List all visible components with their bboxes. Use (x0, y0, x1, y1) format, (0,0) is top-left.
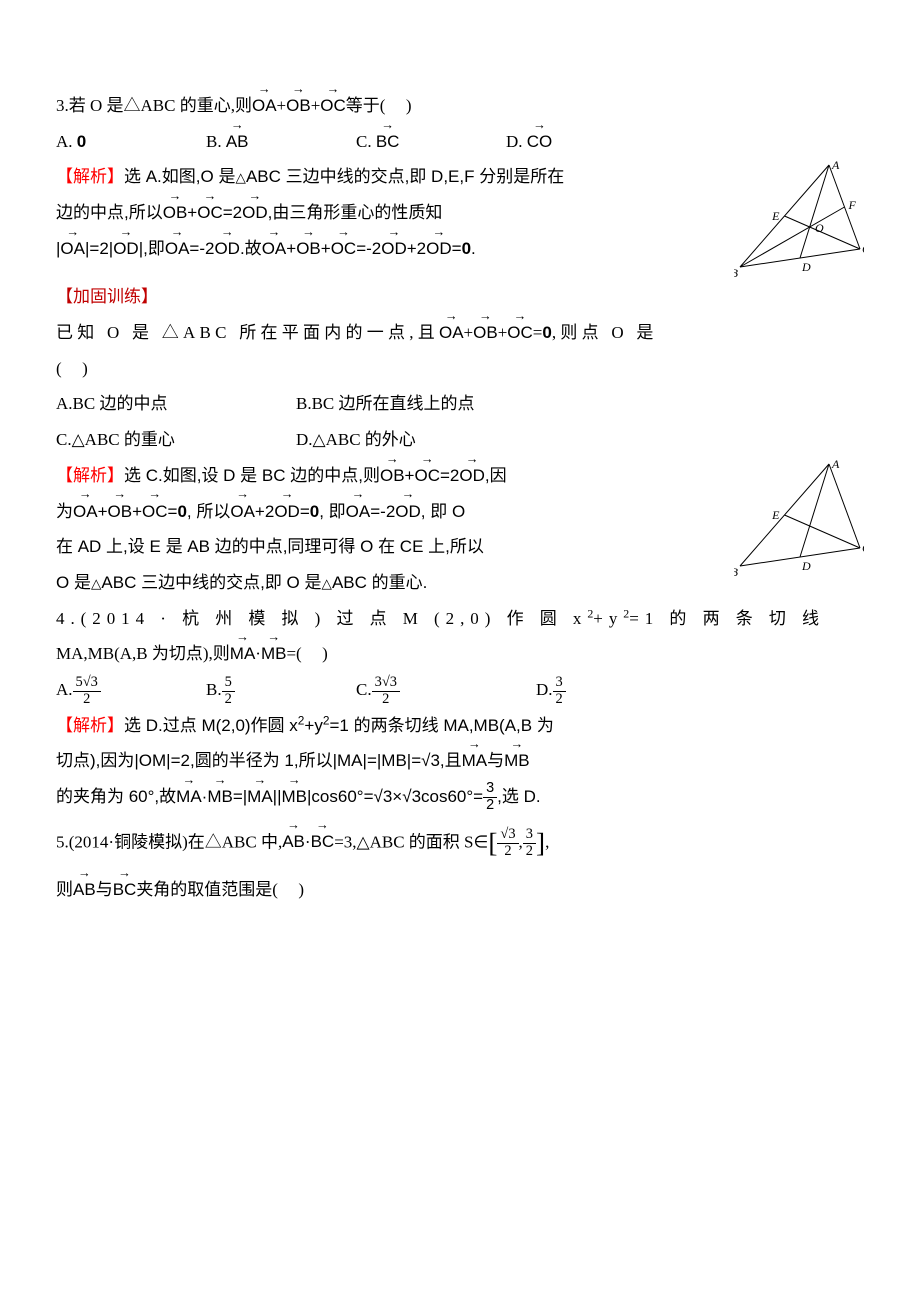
svg-text:O: O (815, 221, 824, 235)
svg-text:D: D (801, 559, 811, 573)
q4-stem-2: MA,MB(A,B 为切点),则MA·MB=() (56, 636, 864, 672)
q4-optC: C.3√32 (356, 672, 536, 708)
train-figure: A B C D E (734, 458, 864, 578)
svg-text:C: C (862, 541, 864, 555)
svg-text:D: D (801, 260, 811, 274)
q4-stem-1: 4.(2014 · 杭 州 模 拟 ) 过 点 M (2,0) 作 圆 x2+y… (56, 601, 864, 637)
training-label: 【加固训练】 (56, 279, 864, 315)
q3-optD: D. CO (506, 124, 552, 160)
train-stem-1: 已知 O 是 △ABC 所在平面内的一点,且OA+OB+OC=0,则点 O 是 (56, 315, 864, 351)
svg-text:E: E (771, 508, 780, 522)
q4-optB: B.52 (206, 672, 356, 708)
q4-solution-3: 的夹角为 60°,故MA·MB=|MA||MB|cos60°=√3×√3cos6… (56, 779, 864, 815)
train-options-1: A.BC 边的中点 B.BC 边所在直线上的点 (56, 386, 864, 422)
q3-figure: A B C D E F O (734, 159, 864, 279)
q3-stem: 3.若 O 是△ABC 的重心,则OA+OB+OC等于() (56, 88, 864, 124)
q4-optA: A.5√32 (56, 672, 206, 708)
q4-solution-2: 切点),因为|OM|=2,圆的半径为 1,所以|MA|=|MB|=√3,且MA与… (56, 743, 864, 779)
train-stem-2: () (56, 351, 864, 387)
vec-OA: OA (252, 88, 277, 124)
vec-OC: OC (320, 88, 346, 124)
svg-text:F: F (848, 198, 857, 212)
train-optB: B.BC 边所在直线上的点 (296, 386, 475, 422)
q4-options: A.5√32 B.52 C.3√32 D.32 (56, 672, 864, 708)
q5-stem-1: 5.(2014·铜陵模拟)在△ABC 中,AB·BC=3,△ABC 的面积 S∈… (56, 815, 864, 872)
svg-text:C: C (862, 242, 864, 256)
q3-options: A. 0 B. AB C. BC D. CO (56, 124, 864, 160)
svg-text:A: A (831, 159, 840, 172)
q3-optA: A. 0 (56, 124, 206, 160)
train-options-2: C.△ABC 的重心 D.△ABC 的外心 (56, 422, 864, 458)
vec-OB: OB (286, 88, 311, 124)
svg-text:A: A (831, 458, 840, 471)
svg-text:B: B (734, 565, 739, 578)
q4-solution-1: 【解析】选 D.过点 M(2,0)作圆 x2+y2=1 的两条切线 MA,MB(… (56, 708, 864, 744)
train-optA: A.BC 边的中点 (56, 386, 296, 422)
svg-text:E: E (771, 209, 780, 223)
train-optC: C.△ABC 的重心 (56, 422, 296, 458)
q3-optC: C. BC (356, 124, 506, 160)
q4-optD: D.32 (536, 672, 566, 708)
svg-text:B: B (734, 266, 739, 279)
q3-optB: B. AB (206, 124, 356, 160)
q5-stem-2: 则AB与BC夹角的取值范围是() (56, 872, 864, 908)
